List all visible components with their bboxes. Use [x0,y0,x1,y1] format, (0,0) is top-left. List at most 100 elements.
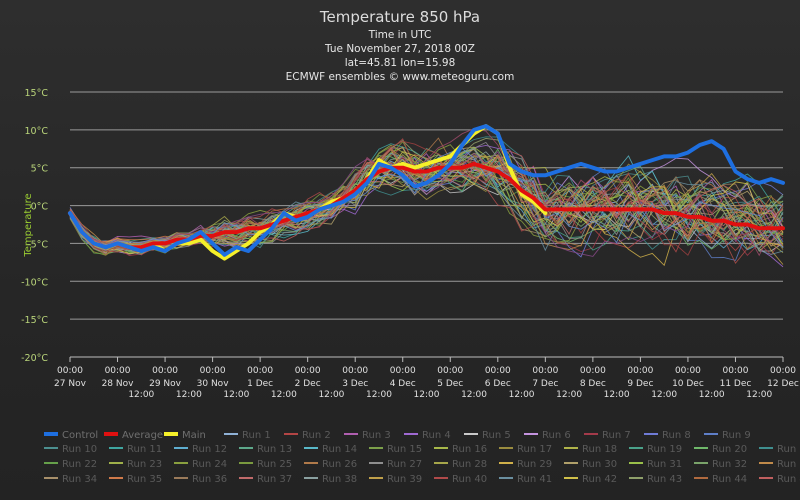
x-tick-minor: 12:00 [604,390,630,400]
legend-item[interactable]: Run 29 [517,459,552,470]
chart-subtitle-3: lat=45.81 lon=15.98 [345,57,456,69]
chart-subtitle-4: ECMWF ensembles © www.meteoguru.com [286,71,515,83]
x-tick-time: 00:00 [627,366,653,376]
legend-item[interactable]: Run 14 [322,444,357,455]
legend-item[interactable]: Run 18 [582,444,617,455]
x-tick-date: 6 Dec [485,379,511,389]
y-axis-label: Temperature [23,193,34,257]
legend-item[interactable]: Run 2 [302,430,331,441]
legend-item[interactable]: Run 23 [127,459,162,470]
chart-title: Temperature 850 hPa [319,8,480,26]
x-tick-date: 8 Dec [580,379,606,389]
x-tick-time: 00:00 [722,366,748,376]
legend-item[interactable]: Run 6 [542,430,571,441]
legend-item[interactable]: Main [182,430,206,441]
legend-item[interactable]: Run 38 [322,474,357,485]
legend-item[interactable]: Run 8 [662,430,691,441]
legend-item[interactable]: Run 24 [192,459,227,470]
legend-item[interactable]: Run 43 [647,474,682,485]
x-tick-minor: 12:00 [366,390,392,400]
legend-item[interactable]: Run 45 [777,474,800,485]
legend-item[interactable]: Run 26 [322,459,357,470]
legend-item[interactable]: Run 30 [582,459,617,470]
x-tick-minor: 12:00 [556,390,582,400]
legend-item[interactable]: Run 32 [712,459,747,470]
series-line-main [68,124,548,261]
legend-item[interactable]: Run 17 [517,444,552,455]
legend-item[interactable]: Run 15 [387,444,422,455]
legend-item[interactable]: Run 12 [192,444,227,455]
legend-item[interactable]: Run 13 [257,444,292,455]
y-tick-label: -5°C [27,239,48,250]
legend-item[interactable]: Run 1 [242,430,271,441]
x-tick-date: 28 Nov [102,379,135,389]
x-tick-minor: 12:00 [414,390,440,400]
legend-item[interactable]: Run 39 [387,474,422,485]
x-tick-date: 27 Nov [54,379,87,389]
x-tick-date: 4 Dec [390,379,416,389]
y-tick-label: 5°C [31,164,49,175]
x-tick-date: 7 Dec [532,379,558,389]
legend-item[interactable]: Control [62,430,98,441]
x-tick-time: 00:00 [485,366,511,376]
legend-item[interactable]: Run 37 [257,474,292,485]
legend-item[interactable]: Run 10 [62,444,97,455]
x-tick-date: 1 Dec [247,379,273,389]
legend-item[interactable]: Run 11 [127,444,162,455]
x-tick-date: 12 Dec [767,379,799,389]
legend-item[interactable]: Run 42 [582,474,617,485]
x-tick-minor: 12:00 [176,390,202,400]
series-line-control [68,124,785,257]
x-tick-date: 11 Dec [720,379,752,389]
x-tick-time: 00:00 [200,366,226,376]
ensemble-run-line [69,140,784,256]
legend-item[interactable]: Run 22 [62,459,97,470]
legend: Control Average Main Run 1 Run 2 Run 3 Run 4 Ru… [44,430,800,485]
legend-item[interactable]: Run 34 [62,474,97,485]
legend-item[interactable]: Run 40 [452,474,487,485]
chart-subtitle-1: Time in UTC [368,29,432,41]
legend-item[interactable]: Run 20 [712,444,747,455]
y-tick-label: -10°C [21,277,48,288]
legend-item[interactable]: Run 9 [722,430,751,441]
legend-item[interactable]: Run 35 [127,474,162,485]
x-tick-time: 00:00 [532,366,558,376]
x-tick-time: 00:00 [437,366,463,376]
x-tick-date: 5 Dec [437,379,463,389]
legend-item[interactable]: Average [122,430,163,441]
legend-item[interactable]: Run 16 [452,444,487,455]
legend-item[interactable]: Run 21 [777,444,800,455]
x-tick-date: 30 Nov [197,379,230,389]
x-tick-time: 00:00 [295,366,321,376]
x-tick-time: 00:00 [675,366,701,376]
y-tick-label: -20°C [21,353,48,364]
x-tick-time: 00:00 [342,366,368,376]
legend-item[interactable]: Run 36 [192,474,227,485]
legend-item[interactable]: Run 27 [387,459,422,470]
y-tick-labels: 15°C 10°C 5°C 0°C -5°C -10°C -15°C -20°C [21,88,48,364]
legend-item[interactable]: Run 4 [422,430,451,441]
x-tick-minor: 12:00 [746,390,772,400]
legend-item[interactable]: Run 3 [362,430,391,441]
legend-item[interactable]: Run 19 [647,444,682,455]
x-tick-time: 00:00 [390,366,416,376]
legend-item[interactable]: Run 7 [602,430,631,441]
x-tick-minor: 12:00 [651,390,677,400]
x-tick-time: 00:00 [247,366,273,376]
x-tick-time: 00:00 [770,366,796,376]
x-tick-date: 10 Dec [672,379,704,389]
x-tick-date: 3 Dec [342,379,368,389]
y-tick-label: 15°C [25,88,49,99]
x-tick-minor: 12:00 [128,390,154,400]
x-tick-time: 00:00 [57,366,83,376]
y-tick-label: -15°C [21,315,48,326]
legend-item[interactable]: Run 31 [647,459,682,470]
y-tick-label: 10°C [25,126,49,137]
legend-item[interactable]: Run 28 [452,459,487,470]
x-tick-time: 00:00 [152,366,178,376]
legend-item[interactable]: Run 5 [482,430,511,441]
legend-item[interactable]: Run 33 [777,459,800,470]
legend-item[interactable]: Run 25 [257,459,292,470]
legend-item[interactable]: Run 44 [712,474,747,485]
legend-item[interactable]: Run 41 [517,474,552,485]
